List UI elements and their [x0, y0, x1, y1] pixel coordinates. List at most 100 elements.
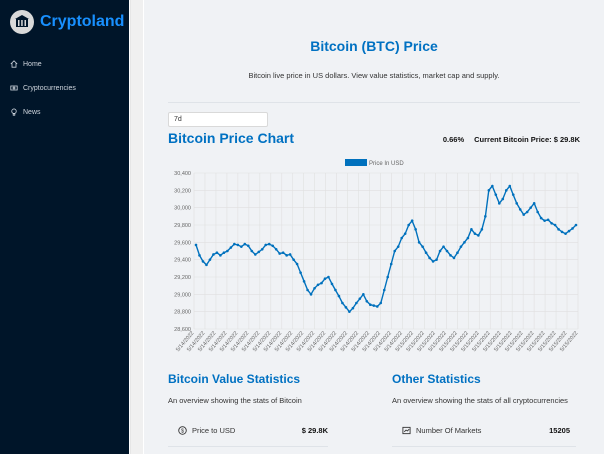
- stat-row-number-of-markets: Number Of Markets 15205: [402, 426, 570, 435]
- legend-label: Price In USD: [369, 161, 404, 167]
- price-point: [504, 189, 508, 192]
- stat-label: Number Of Markets: [416, 426, 482, 435]
- price-point: [264, 243, 268, 247]
- price-point: [348, 310, 351, 313]
- sidebar-item-label: Home: [23, 60, 42, 68]
- price-point: [205, 263, 208, 267]
- chart-title: Bitcoin Price Chart: [168, 130, 295, 146]
- price-point: [511, 193, 515, 196]
- price-point: [498, 202, 501, 205]
- value-statistics-subtitle: An overview showing the stats of Bitcoin: [168, 396, 302, 405]
- price-point: [316, 283, 320, 287]
- price-point: [539, 216, 543, 220]
- sidebar-item-label: Cryptocurrencies: [23, 84, 76, 92]
- price-point: [271, 244, 274, 248]
- price-point: [449, 254, 452, 257]
- app-title: Cryptoland: [40, 13, 125, 30]
- y-tick-label: 29,400: [174, 258, 191, 264]
- price-point: [389, 262, 393, 266]
- price-point: [313, 286, 316, 290]
- stat-label: Price to USD: [192, 426, 236, 435]
- price-point: [201, 260, 205, 263]
- sidebar-item-cryptocurrencies[interactable]: Cryptocurrencies: [0, 76, 129, 100]
- price-point: [473, 232, 477, 235]
- price-point: [557, 228, 560, 231]
- value-statistics-title: Bitcoin Value Statistics: [168, 372, 301, 386]
- price-point: [571, 227, 574, 230]
- current-price: Current Bitcoin Price: $ 29.8K: [474, 135, 580, 144]
- stat-value: $ 29.8K: [301, 426, 328, 435]
- price-point: [337, 294, 341, 298]
- sidebar-menu: Home Cryptocurrencies News: [0, 52, 129, 124]
- price-point: [285, 254, 288, 257]
- money-icon: [10, 85, 18, 91]
- price-point: [355, 301, 358, 305]
- price-point: [344, 306, 348, 309]
- brand[interactable]: Cryptoland: [10, 10, 124, 34]
- price-point: [278, 252, 281, 255]
- price-point: [246, 244, 250, 248]
- price-point: [375, 305, 379, 308]
- price-point: [487, 189, 491, 192]
- other-statistics-title: Other Statistics: [392, 372, 481, 386]
- price-point: [306, 288, 309, 292]
- price-point: [484, 215, 487, 218]
- price-point: [208, 258, 212, 261]
- vertical-scrollbar[interactable]: [130, 0, 143, 454]
- price-point: [274, 247, 278, 251]
- divider: [168, 446, 328, 447]
- price-point: [470, 228, 473, 231]
- price-point: [529, 206, 532, 209]
- price-point: [428, 256, 431, 260]
- price-point: [515, 202, 519, 205]
- price-point: [194, 243, 198, 247]
- price-point: [452, 256, 456, 260]
- chart-stats: 0.66% Current Bitcoin Price: $ 29.8K: [443, 135, 580, 144]
- price-point: [299, 271, 302, 274]
- price-point: [421, 245, 424, 248]
- price-point: [564, 232, 567, 235]
- price-point: [532, 202, 536, 205]
- price-point: [456, 251, 459, 255]
- price-point: [522, 213, 526, 216]
- price-point: [323, 277, 327, 281]
- price-point: [560, 230, 564, 234]
- price-point: [400, 236, 403, 240]
- price-chart: Price In USD 28,600 28,800 29,000 29,200 29,4…: [168, 155, 580, 365]
- price-point: [442, 245, 445, 248]
- price-point: [393, 249, 397, 253]
- price-chart-svg: Price In USD 28,600 28,800 29,000 29,200 29,4…: [174, 159, 580, 353]
- price-point: [320, 281, 323, 285]
- price-point: [463, 241, 466, 244]
- price-point: [236, 243, 240, 247]
- fund-icon: [402, 426, 411, 435]
- price-point: [480, 228, 484, 231]
- other-statistics-subtitle: An overview showing the stats of all cry…: [392, 396, 568, 405]
- stat-row-price-to-usd: $ Price to USD $ 29.8K: [178, 426, 328, 435]
- sidebar-item-label: News: [23, 108, 41, 116]
- y-tick-label: 28,600: [174, 327, 191, 333]
- price-point: [546, 218, 550, 222]
- price-point: [351, 306, 355, 310]
- page-subtitle: Bitcoin live price in US dollars. View v…: [248, 71, 500, 80]
- price-point: [431, 260, 435, 263]
- price-point: [240, 245, 243, 248]
- price-point: [250, 249, 254, 253]
- price-point: [477, 234, 480, 237]
- y-tick-label: 30,200: [174, 188, 191, 194]
- timeframe-select[interactable]: 7d: [168, 112, 268, 127]
- y-tick-label: 29,800: [174, 223, 191, 229]
- price-point: [574, 223, 578, 227]
- price-point: [243, 242, 247, 246]
- page-title: Bitcoin (BTC) Price: [310, 38, 438, 54]
- main-content: Bitcoin (BTC) Price Bitcoin live price i…: [144, 0, 604, 454]
- sidebar-item-news[interactable]: News: [0, 100, 129, 124]
- price-point: [459, 245, 463, 248]
- divider: [392, 446, 576, 447]
- timeframe-value: 7d: [174, 116, 182, 123]
- price-point: [536, 210, 539, 214]
- stat-value: 15205: [549, 426, 570, 435]
- price-point: [382, 288, 386, 292]
- sidebar-item-home[interactable]: Home: [0, 52, 129, 76]
- svg-text:$: $: [181, 429, 184, 435]
